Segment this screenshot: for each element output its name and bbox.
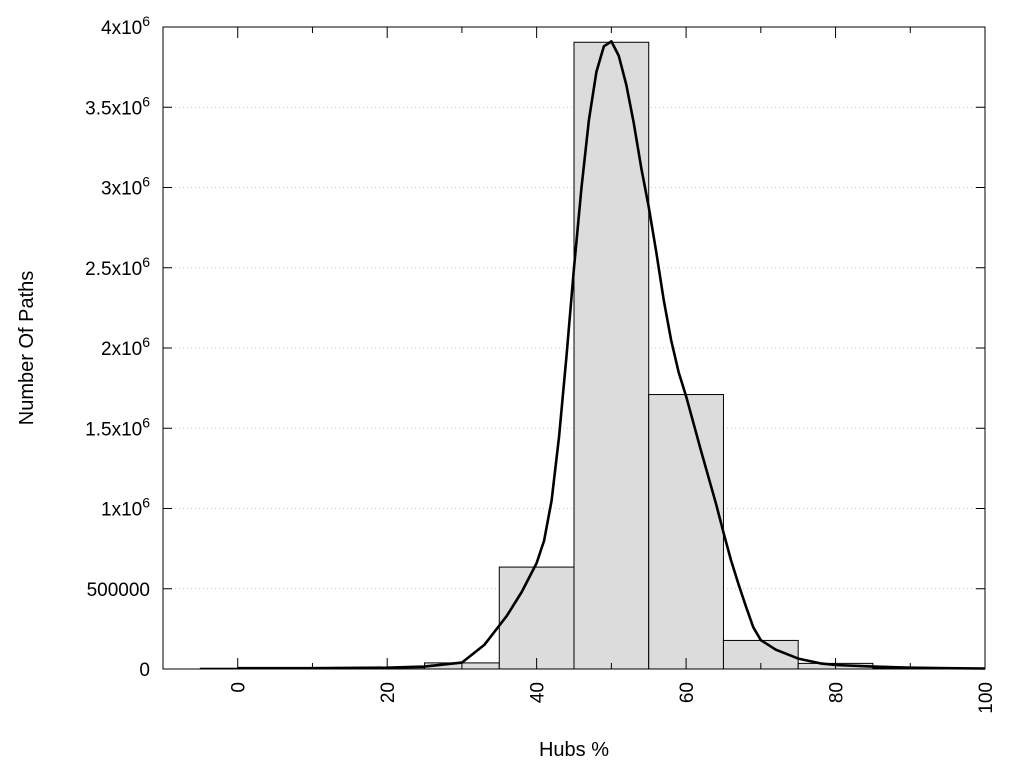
y-tick-label: 1x106 [101,495,150,521]
x-tick-label: 80 [827,682,848,703]
x-tick-labels: 0 20 40 60 80 100 [229,682,997,714]
y-axis-title: Number Of Paths [16,271,38,426]
x-tick-label: 40 [528,682,549,703]
grid-lines [163,106,985,590]
y-tick-label: 3x106 [101,174,150,200]
y-tick-label: 2.5x106 [85,254,150,280]
y-tick-label: 2x106 [101,334,150,360]
y-tick-label: 0 [139,660,150,681]
y-tick-label: 4x106 [101,13,150,39]
histogram-bars [199,41,949,670]
y-tick-label: 3.5x106 [85,93,150,119]
y-tick-label: 1.5x106 [85,414,150,440]
x-tick-label: 60 [677,682,698,703]
histogram-bar [648,394,724,670]
histogram-bar [498,566,575,670]
density-curve-layer [237,40,986,670]
x-tick-label: 20 [378,682,399,703]
x-tick-label: 0 [229,682,250,693]
y-tick-labels: 0 500000 1x106 1.5x106 2x106 2.5x106 3x106 3.5x… [85,13,150,681]
y-tick-label: 500000 [87,580,150,601]
x-axis-title: Hubs % [539,739,609,761]
axis-ticks [163,26,986,670]
x-tick-label: 100 [976,682,997,714]
histogram-bar [573,41,650,670]
density-curve [237,40,986,670]
